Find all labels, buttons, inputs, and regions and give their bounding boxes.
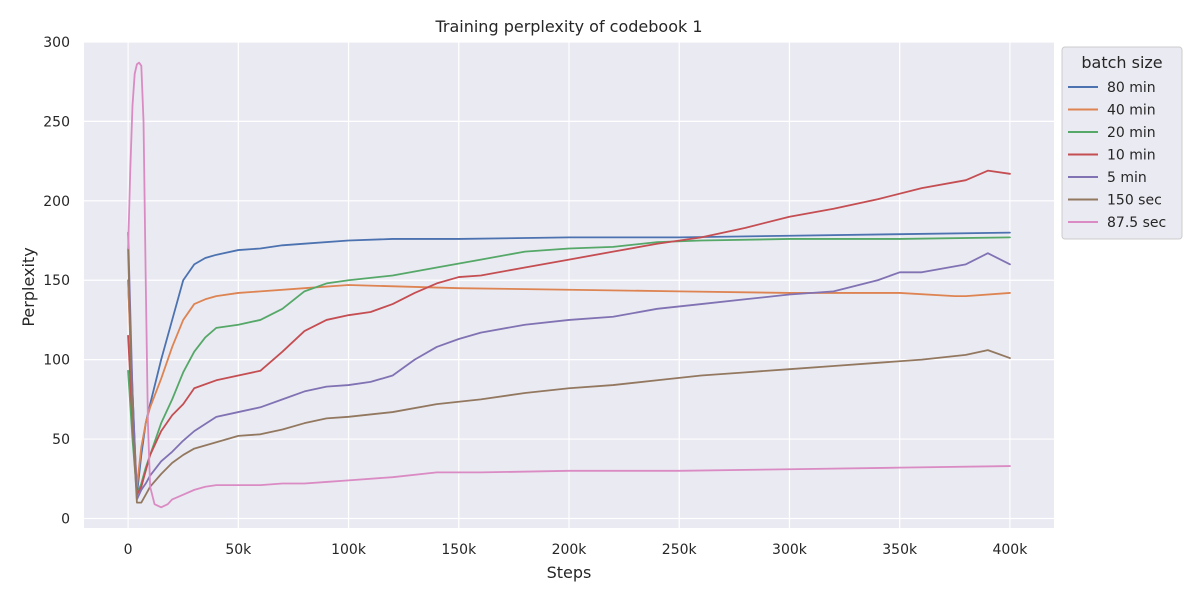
y-axis-ticks: 0 50 100 150 200 250 300	[43, 35, 70, 527]
y-axis-title: Perplexity	[19, 247, 38, 326]
legend-item: 150 sec	[1068, 193, 1162, 209]
legend-label: 5 min	[1107, 170, 1147, 186]
x-tick-label: 300k	[772, 542, 808, 558]
grid-lines	[84, 41, 1054, 528]
y-tick-label: 50	[52, 432, 70, 448]
series-lines	[127, 61, 1011, 509]
legend-item: 20 min	[1068, 125, 1156, 141]
y-tick-label: 100	[43, 353, 70, 369]
x-axis-title: Steps	[547, 563, 592, 582]
legend-box	[1061, 46, 1183, 240]
legend-item: 40 min	[1068, 103, 1156, 119]
x-tick-label: 150k	[441, 542, 477, 558]
legend-item: 10 min	[1068, 148, 1156, 164]
series-line	[127, 231, 1011, 501]
y-tick-label: 150	[43, 273, 70, 289]
legend-items: 80 min 40 min 20 min 10 min 5 min 150 sec 87.5…	[1068, 80, 1166, 231]
x-tick-label: 100k	[331, 542, 367, 558]
legend-label: 20 min	[1107, 125, 1156, 141]
legend-label: 10 min	[1107, 148, 1156, 164]
y-tick-label: 300	[43, 35, 70, 51]
legend-item: 80 min	[1068, 80, 1156, 96]
series-line	[127, 169, 1011, 496]
legend: batch size 80 min 40 min 20 min 10 min 5 min…	[1061, 46, 1183, 240]
y-tick-label: 200	[43, 194, 70, 210]
series-line	[127, 247, 1011, 504]
legend-title: batch size	[1081, 53, 1162, 72]
x-tick-label: 200k	[552, 542, 588, 558]
x-tick-label: 400k	[992, 542, 1028, 558]
x-tick-label: 0	[124, 542, 133, 558]
legend-label: 87.5 sec	[1107, 215, 1166, 231]
y-tick-label: 250	[43, 114, 70, 130]
legend-label: 80 min	[1107, 80, 1156, 96]
x-axis-ticks: 0 50k 100k 150k 200k 250k 300k 350k 400k	[124, 542, 1029, 558]
series-line	[127, 61, 1011, 509]
y-tick-label: 0	[61, 511, 70, 527]
chart-title: Training perplexity of codebook 1	[434, 17, 702, 36]
x-tick-label: 50k	[225, 542, 252, 558]
legend-item: 87.5 sec	[1068, 215, 1166, 231]
x-tick-label: 350k	[882, 542, 918, 558]
legend-label: 150 sec	[1107, 193, 1162, 209]
legend-label: 40 min	[1107, 103, 1156, 119]
x-tick-label: 250k	[662, 542, 698, 558]
legend-item: 5 min	[1068, 170, 1147, 186]
